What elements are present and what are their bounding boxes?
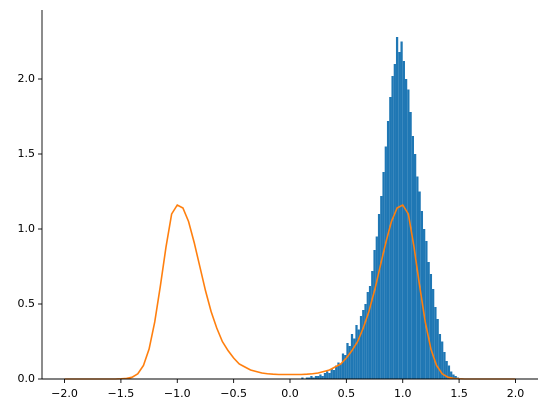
x-tick-label: 1.0 — [394, 387, 412, 400]
x-tick-label: −1.0 — [164, 387, 191, 400]
histogram-bar — [454, 376, 457, 379]
histogram-bar — [314, 376, 318, 379]
x-tick-label: 1.5 — [450, 387, 468, 400]
histogram-bar — [337, 362, 340, 379]
histogram-bar — [335, 365, 338, 379]
histogram-bar — [411, 136, 414, 379]
x-tick-label: 2.0 — [507, 387, 525, 400]
histogram-bar — [407, 89, 410, 379]
histogram-bar — [450, 371, 453, 379]
histogram-bar — [346, 343, 349, 379]
y-tick-label: 1.0 — [18, 222, 36, 235]
histogram-bar — [384, 146, 387, 379]
histogram-bar — [355, 325, 358, 379]
histogram-bar — [353, 338, 356, 379]
x-tick-label: −2.0 — [51, 387, 78, 400]
histogram-bar — [425, 241, 428, 379]
histogram-bar — [321, 376, 324, 379]
histogram-bar — [348, 346, 351, 379]
histogram-bar — [357, 329, 360, 379]
histogram-bar — [443, 352, 446, 379]
histogram-bar — [445, 361, 448, 379]
histogram-bar — [368, 286, 372, 379]
x-tick-label: −1.5 — [108, 387, 135, 400]
histogram-bar — [312, 377, 315, 379]
histogram-bar — [402, 61, 405, 379]
histogram-bar — [398, 52, 401, 379]
histogram-bar — [409, 112, 412, 379]
histogram-bar — [434, 307, 437, 379]
y-tick-label: 0.5 — [18, 297, 36, 310]
histogram-bar — [393, 64, 396, 379]
histogram-bar — [341, 353, 345, 379]
histogram-bar — [423, 229, 426, 379]
histogram-bar — [305, 377, 309, 379]
y-tick-label: 0.0 — [18, 372, 36, 385]
histogram-bar — [323, 373, 327, 379]
histogram-bar — [436, 319, 439, 379]
histogram-bar — [344, 355, 347, 379]
histogram-bar — [438, 334, 442, 379]
histogram-bar — [429, 274, 433, 379]
histogram-bar — [371, 271, 374, 379]
histogram-bar — [362, 310, 365, 379]
histogram-bar — [366, 292, 369, 379]
histogram-bar — [317, 376, 320, 379]
histogram-bar — [350, 334, 354, 379]
y-tick-label: 2.0 — [18, 72, 36, 85]
y-tick-label: 1.5 — [18, 147, 36, 160]
x-tick-label: 0.5 — [338, 387, 356, 400]
histogram-bar — [319, 374, 322, 379]
histogram-bar — [364, 304, 367, 379]
x-tick-label: −0.5 — [220, 387, 247, 400]
histogram-bar — [420, 211, 424, 379]
histogram-bar — [452, 374, 455, 379]
histogram-bar — [400, 41, 403, 379]
histogram-bar — [441, 341, 444, 379]
histogram-bar — [404, 79, 408, 379]
histogram-bar — [310, 376, 313, 379]
histogram-bar — [386, 121, 390, 379]
histogram-bar — [447, 365, 451, 379]
histogram-bar — [391, 76, 394, 379]
histogram-bar — [301, 377, 304, 379]
histogram-bar — [359, 316, 363, 379]
histogram-bar — [416, 176, 419, 379]
histogram-bar — [377, 214, 381, 379]
histogram-bar — [427, 262, 430, 379]
histogram-bar — [339, 364, 342, 379]
histogram-bar — [308, 377, 311, 379]
histogram-bar — [330, 368, 333, 379]
histogram-bar — [332, 370, 336, 379]
histogram-bar — [375, 236, 378, 379]
x-tick-label: 0.0 — [281, 387, 299, 400]
histogram-bar — [373, 250, 376, 379]
density-line — [64, 203, 516, 380]
histogram-bar — [380, 196, 383, 379]
histogram-bar — [328, 373, 331, 379]
histogram-bar — [389, 97, 392, 379]
histogram-bar — [414, 154, 417, 379]
histogram-bar — [326, 371, 329, 379]
histogram-bar — [382, 172, 385, 379]
histogram-bar — [432, 289, 435, 379]
